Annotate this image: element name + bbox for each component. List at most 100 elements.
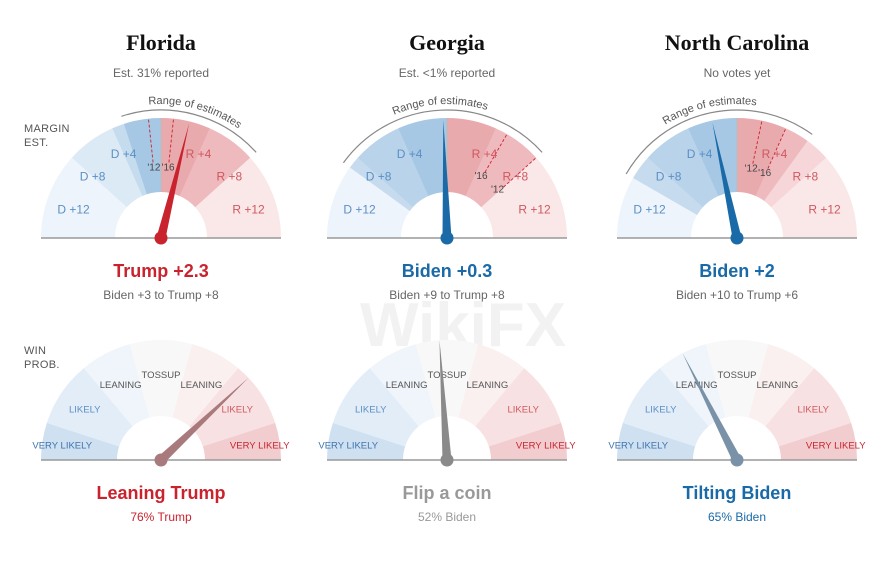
zone-label: VERY LIKELY [32, 440, 92, 451]
tick-label: R +4 [762, 147, 788, 161]
dem-band [647, 128, 719, 208]
probability-zone [327, 422, 406, 460]
tick-label: D +4 [111, 147, 137, 161]
probability-zone [83, 344, 150, 427]
rep-band [447, 118, 496, 196]
rep-band [737, 118, 786, 196]
gauge-needle [157, 377, 249, 464]
tick-label: D +8 [656, 169, 682, 183]
zone-label: VERY LIKELY [608, 440, 668, 451]
margin-est-label-line1: MARGIN [24, 123, 70, 135]
margin-est-label: MARGIN EST. [24, 122, 70, 150]
zone-label: VERY LIKELY [230, 440, 290, 451]
history-label: '12 [745, 163, 758, 174]
gauge-needle [712, 122, 742, 239]
win-prob-label-line1: WIN [24, 345, 47, 357]
probability-zone [172, 344, 239, 427]
zone-label: LEANING [757, 380, 799, 391]
dem-band [327, 157, 413, 238]
estimate-range-rep [161, 118, 251, 208]
probability-zone [778, 422, 857, 460]
range-arc [121, 109, 257, 153]
margin-range-text: Biden +9 to Trump +8 [389, 288, 505, 302]
rep-band [771, 157, 857, 238]
zone-label: TOSSUP [428, 370, 467, 381]
estimate-range-rep [447, 118, 537, 208]
tick-label: R +8 [217, 169, 243, 183]
history-line [503, 157, 537, 188]
history-label: '12 [147, 162, 160, 173]
probability-zone [46, 368, 133, 447]
reported-status: Est. 31% reported [112, 66, 210, 80]
probability-zone [369, 344, 436, 427]
rep-band [465, 128, 537, 208]
margin-est-label-line2: EST. [24, 137, 49, 149]
probability-sub: 76% Trump [130, 510, 192, 524]
tick-label: R +4 [472, 147, 498, 161]
margin-headline: Biden +2 [699, 261, 775, 281]
margin-gauge: Range of estimates'12'16D +12D +8D +4 R +… [617, 95, 857, 245]
zone-label: TOSSUP [718, 370, 757, 381]
tick-label: D +4 [687, 147, 713, 161]
zone-label: VERY LIKELY [516, 440, 576, 451]
reported-status: Est. <1% reported [398, 66, 496, 80]
zone-label: LIKELY [69, 405, 101, 416]
probability-zone [41, 422, 120, 460]
probability-zone [617, 422, 696, 460]
reported-status: No votes yet [703, 66, 771, 80]
history-label: '16 [474, 171, 487, 182]
state-panel-north-carolina: North Carolina No votes yet Range of est… [588, 0, 886, 566]
margin-gauge: Range of estimates'12'16D +12D +8D +4 R +… [41, 95, 281, 245]
win-prob-label: WIN PROB. [24, 344, 60, 372]
tick-label: R +12 [232, 203, 265, 217]
probability-zone [622, 368, 709, 447]
zone-label: VERY LIKELY [806, 440, 866, 451]
margin-headline: Biden +0.3 [401, 261, 493, 281]
rep-band [179, 128, 251, 208]
zone-label: LIKELY [645, 405, 677, 416]
zone-label: LIKELY [508, 405, 540, 416]
gauge-needle-hub [154, 231, 168, 245]
tick-label: R +4 [186, 147, 212, 161]
dem-band [112, 118, 161, 196]
gauge-needle-hub [730, 231, 744, 245]
zone-label: TOSSUP [142, 370, 181, 381]
tick-label: R +12 [808, 203, 841, 217]
probability-zone [748, 344, 815, 427]
tick-label: D +12 [633, 203, 666, 217]
gauge-needle-hub [154, 453, 168, 467]
history-label: '16 [162, 162, 175, 173]
probability-zone [202, 422, 281, 460]
probability-zone [415, 340, 479, 418]
rep-band [161, 118, 210, 196]
gauge-needle [439, 340, 452, 461]
range-of-estimates-text: Range of estimates [391, 95, 490, 118]
zone-label: LIKELY [798, 405, 830, 416]
tick-label: D +4 [397, 147, 423, 161]
margin-range-text: Biden +10 to Trump +6 [675, 288, 799, 302]
estimate-range-dem [123, 118, 161, 195]
probability-sub: 65% Biden [707, 510, 767, 524]
range-arc [625, 109, 813, 175]
gauge-needle [156, 123, 190, 240]
state-name: Georgia [409, 30, 485, 55]
tick-label: R +12 [518, 203, 551, 217]
rep-band [755, 128, 827, 208]
probability-sub: 52% Biden [417, 510, 477, 524]
probability-zone [765, 368, 852, 447]
probability-zone [705, 340, 769, 418]
state-panel-georgia: Georgia Est. <1% reported Range of estim… [298, 0, 596, 566]
history-label: '16 [758, 168, 771, 179]
dem-band [71, 128, 143, 208]
state-name: North Carolina [664, 30, 810, 55]
gauge-needle-hub [730, 453, 744, 467]
zone-label: LIKELY [222, 405, 254, 416]
dem-band [617, 157, 703, 238]
history-line [767, 128, 787, 169]
history-line [752, 120, 763, 164]
tick-label: D +8 [366, 169, 392, 183]
estimate-range-dem [349, 118, 447, 211]
rep-band [481, 157, 567, 238]
